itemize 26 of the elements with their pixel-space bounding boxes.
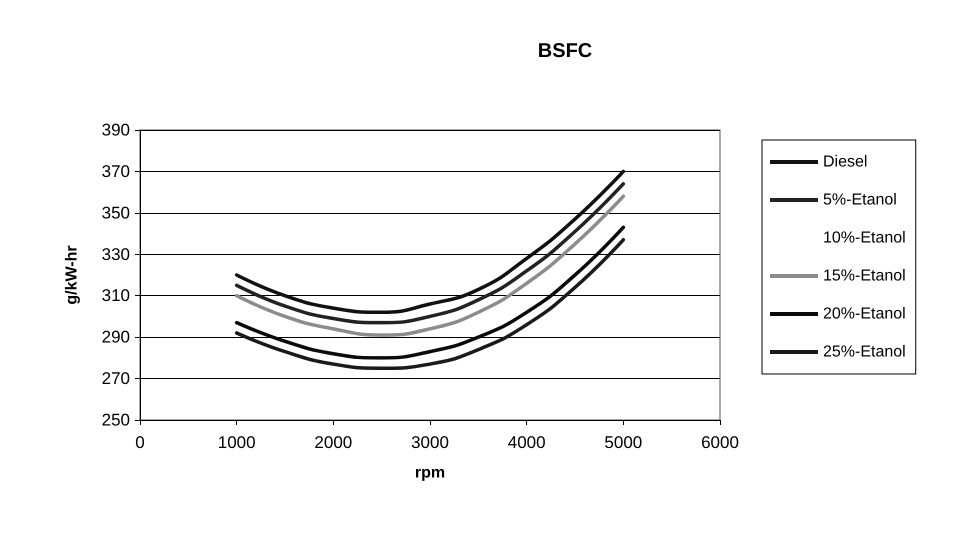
x-axis-title: rpm (414, 464, 446, 482)
x-tick-label: 1000 (218, 433, 256, 452)
y-tick-label: 270 (102, 369, 130, 388)
chart-title: BSFC (538, 40, 592, 62)
legend-label: 15%-Etanol (823, 268, 906, 284)
y-tick-label: 390 (102, 120, 130, 140)
x-tick-label: 6000 (701, 433, 739, 452)
x-tick-label: 0 (135, 433, 145, 452)
x-tick-label: 4000 (508, 433, 546, 452)
x-tick-label: 2000 (314, 433, 352, 452)
x-tick-label: 3000 (411, 433, 449, 452)
y-tick-label: 290 (102, 328, 130, 347)
y-tick-label: 250 (102, 410, 130, 430)
y-tick-label: 370 (102, 162, 130, 181)
legend-label: 20%-Etanol (823, 306, 906, 322)
legend-label: 25%-Etanol (823, 344, 906, 360)
y-tick-label: 310 (102, 286, 130, 306)
text: 10%-Etanol (823, 230, 906, 246)
y-tick-label: 330 (102, 244, 130, 264)
y-tick-label: 350 (102, 203, 130, 222)
y-axis-title: g/kW-hr (64, 245, 80, 305)
line-series (234, 194, 626, 337)
legend-label: 5%-Etanol (823, 192, 897, 208)
x-tick-label: 5000 (604, 433, 642, 452)
line-series (234, 238, 626, 370)
legend-label: Diesel (823, 154, 868, 170)
